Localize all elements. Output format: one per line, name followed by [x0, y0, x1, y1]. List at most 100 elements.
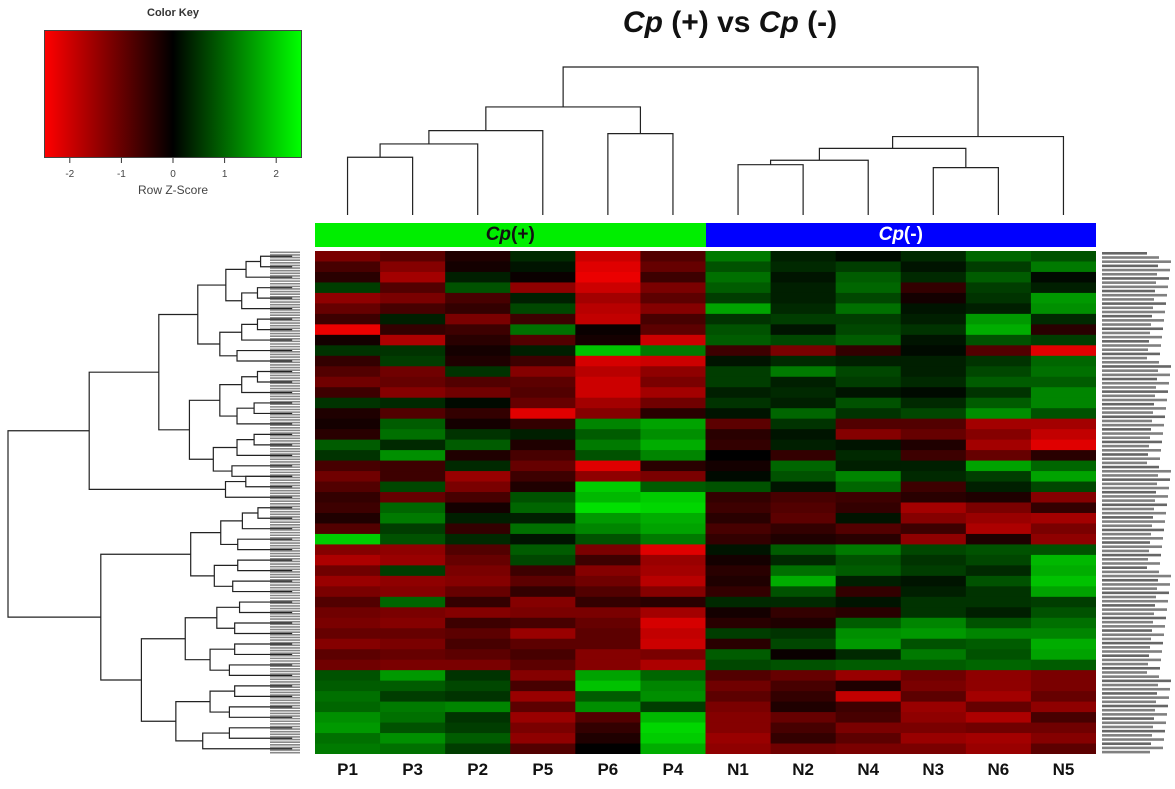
heatmap-cell [380, 533, 446, 545]
heatmap-cell [380, 607, 446, 619]
heatmap-cell [770, 292, 837, 304]
heatmap-cell [835, 439, 902, 451]
heatmap-cell [575, 649, 641, 661]
heatmap-cell [315, 638, 381, 650]
heatmap-cell [380, 313, 446, 325]
heatmap-cell [1030, 376, 1096, 388]
gene-label-placeholder [1102, 490, 1156, 494]
heatmap-cell [835, 429, 902, 441]
heatmap-cell [705, 659, 772, 671]
title-part: Cp [758, 6, 799, 39]
heatmap-cell [1030, 261, 1096, 273]
column-dendrogram-branch [562, 66, 979, 137]
heatmap-cell [965, 712, 1032, 724]
gene-label-placeholder [1102, 671, 1147, 674]
heatmap-cell [835, 492, 902, 503]
heatmap-cell [900, 271, 967, 283]
heatmap-cell [380, 397, 446, 409]
heatmap-cell [705, 554, 772, 566]
heatmap-cell [445, 366, 511, 378]
heatmap-cell [770, 303, 837, 315]
column-label-p5: P5 [532, 760, 554, 779]
heatmap-cell [770, 251, 837, 262]
heatmap-cell [640, 628, 706, 640]
heatmap-cell [575, 554, 641, 566]
heatmap-cell [1030, 292, 1096, 304]
gene-label-placeholder [1102, 499, 1155, 502]
heatmap-cell [965, 649, 1032, 661]
heatmap-cell [575, 450, 641, 462]
heatmap-cell [575, 691, 641, 703]
heatmap-cell [835, 251, 902, 262]
gene-label-placeholder [1102, 394, 1155, 398]
column-label-n2: N2 [792, 760, 814, 779]
row-dendrogram-branch [219, 331, 242, 357]
heatmap-cell [640, 565, 706, 577]
heatmap-cell [770, 670, 837, 682]
heatmap-cell [770, 376, 837, 388]
gene-label-placeholder [1102, 436, 1150, 440]
heatmap-cell [640, 376, 706, 388]
heatmap-cell [575, 586, 641, 598]
heatmap-cell [380, 680, 446, 692]
heatmap-cell [835, 366, 902, 378]
gene-label-placeholder [1102, 566, 1147, 569]
heatmap-cell [900, 303, 967, 315]
heatmap-cell [510, 712, 576, 724]
row-dendrogram-branch [158, 313, 198, 431]
heatmap-cell [315, 345, 381, 357]
gene-label-placeholder [1102, 704, 1168, 708]
gene-label-placeholder [1102, 553, 1161, 557]
heatmap-cell [510, 733, 576, 745]
column-dendrogram-branch [818, 147, 967, 168]
heatmap-cell [1030, 334, 1096, 346]
gene-label-placeholder [1102, 516, 1153, 519]
heatmap-cell [900, 722, 967, 734]
heatmap-cell [770, 261, 837, 273]
heatmap-cell [575, 429, 641, 441]
heatmap-cell [380, 743, 446, 754]
heatmap-cell [965, 471, 1032, 483]
heatmap-cell [900, 313, 967, 325]
heatmap-cell [575, 533, 641, 545]
heatmap-cell [380, 292, 446, 304]
gene-label-placeholder [1102, 352, 1160, 356]
heatmap-cell [965, 502, 1032, 514]
gene-label-placeholder [1102, 696, 1169, 699]
heatmap-cell [770, 282, 837, 294]
heatmap-cell [510, 722, 576, 734]
heatmap-cell [770, 408, 837, 420]
heatmap-cell [1030, 659, 1096, 671]
heatmap-cell [770, 481, 837, 493]
heatmap-cell [445, 575, 511, 587]
heatmap-cell [380, 376, 446, 388]
heatmap-cell [835, 691, 902, 703]
heatmap-cell [1030, 355, 1096, 367]
color-key-tick-label: -1 [117, 169, 126, 180]
title-part: (-) [798, 6, 838, 39]
row-dendrogram-branch [188, 399, 220, 460]
heatmap-cell [705, 680, 772, 692]
heatmap-cell [770, 502, 837, 514]
gene-label-placeholder [1102, 675, 1159, 678]
gene-label-placeholder [1102, 369, 1158, 372]
heatmap-cell [835, 554, 902, 566]
gene-label-placeholder [1102, 281, 1156, 284]
gene-label-placeholder [1102, 532, 1151, 536]
heatmap-cell [575, 575, 641, 587]
heatmap-cell [315, 701, 381, 713]
heatmap-cell [835, 638, 902, 650]
heatmap-cell [1030, 628, 1096, 640]
heatmap-cell [835, 355, 902, 367]
heatmap-cell [640, 512, 706, 524]
heatmap-cell [640, 638, 706, 650]
heatmap-cell [835, 271, 902, 283]
heatmap-cell [1030, 397, 1096, 409]
gene-label-placeholder [1102, 319, 1164, 322]
heatmap-cell [510, 680, 576, 692]
heatmap-cell [1030, 282, 1096, 294]
heatmap-cell [510, 271, 576, 283]
heatmap-cell [835, 512, 902, 524]
gene-label-placeholder [1102, 591, 1169, 595]
heatmap-cell [770, 450, 837, 462]
